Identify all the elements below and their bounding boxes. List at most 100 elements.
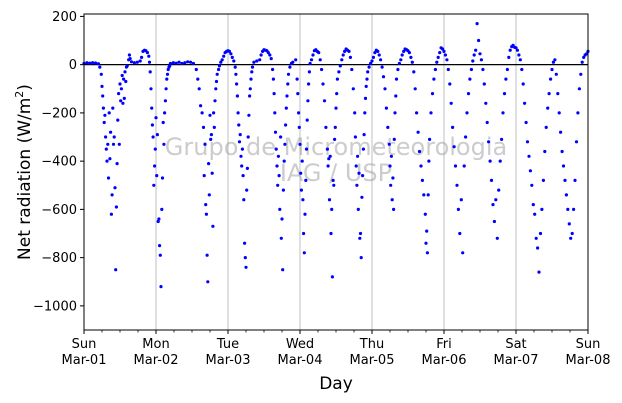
data-point-0-109 — [208, 113, 212, 117]
watermark-line-1: Grupo de Micrometeorologia — [165, 133, 507, 161]
data-point-0-140 — [239, 154, 243, 158]
data-point-0-73 — [159, 285, 163, 289]
data-point-0-376 — [508, 48, 512, 52]
data-point-0-112 — [210, 171, 214, 175]
data-point-0-239 — [335, 77, 339, 81]
data-point-0-362 — [488, 159, 492, 163]
data-point-0-48 — [132, 61, 136, 65]
data-point-0-81 — [165, 77, 169, 81]
data-point-0-351 — [472, 53, 476, 57]
data-point-0-35 — [119, 87, 123, 91]
data-point-0-312 — [420, 178, 424, 182]
data-point-0-1 — [85, 61, 89, 65]
data-point-0-146 — [243, 256, 247, 260]
data-point-0-415 — [564, 193, 569, 197]
data-point-0-76 — [161, 120, 165, 125]
data-point-0-399 — [541, 178, 546, 182]
data-point-0-188 — [285, 94, 289, 98]
data-point-0-179 — [279, 135, 283, 139]
data-point-0-197 — [297, 111, 301, 115]
data-point-0-201 — [299, 188, 303, 192]
data-point-0-178 — [278, 207, 282, 211]
data-point-0-9 — [101, 94, 105, 98]
data-point-0-238 — [335, 92, 339, 96]
y-axis-label-close: ) — [15, 84, 35, 91]
data-point-0-263 — [361, 147, 365, 151]
data-point-0-18 — [107, 111, 111, 115]
data-point-0-411 — [559, 130, 563, 134]
data-point-0-414 — [563, 178, 567, 182]
data-point-0-70 — [157, 217, 161, 221]
data-point-0-400 — [543, 149, 547, 154]
data-point-0-427 — [582, 55, 586, 60]
data-point-0-8 — [100, 84, 104, 88]
data-point-0-294 — [394, 77, 399, 81]
data-point-0-349 — [469, 67, 473, 72]
y-axis-label: Net radiation (W/m2) — [13, 84, 35, 260]
data-point-0-323 — [432, 77, 436, 81]
x-tick-weekday-2: Tue — [216, 337, 239, 352]
data-point-0-106 — [206, 280, 210, 284]
data-point-0-168 — [271, 67, 275, 72]
data-point-0-224 — [324, 125, 328, 129]
data-point-0-233 — [331, 178, 335, 182]
data-point-0-195 — [295, 77, 299, 81]
data-point-0-242 — [340, 58, 344, 62]
data-point-0-401 — [544, 125, 548, 129]
data-point-0-386 — [523, 101, 527, 105]
data-point-0-247 — [347, 49, 351, 54]
data-point-0-292 — [393, 111, 397, 115]
data-point-0-255 — [356, 154, 360, 158]
data-point-0-340 — [456, 207, 460, 211]
data-point-0-88 — [174, 61, 178, 65]
data-point-0-33 — [118, 82, 122, 86]
data-point-0-137 — [237, 123, 241, 127]
y-tick-label-4: −600 — [41, 203, 77, 218]
data-point-0-212 — [307, 70, 311, 74]
watermark-line-2: IAG / USP — [280, 159, 392, 187]
data-point-0-85 — [168, 64, 172, 68]
data-point-0-36 — [120, 73, 124, 78]
data-point-0-181 — [280, 217, 284, 221]
data-point-0-204 — [302, 231, 306, 236]
data-point-0-244 — [343, 49, 347, 54]
data-point-0-250 — [351, 87, 355, 91]
data-point-0-338 — [453, 164, 458, 168]
data-point-0-241 — [338, 64, 342, 68]
data-point-0-331 — [443, 53, 447, 57]
data-point-0-30 — [116, 118, 120, 122]
data-point-0-345 — [464, 135, 468, 139]
data-point-0-382 — [517, 53, 521, 57]
data-point-0-365 — [492, 219, 496, 224]
data-point-0-142 — [240, 147, 244, 151]
data-point-0-284 — [387, 142, 391, 146]
data-point-0-221 — [320, 67, 324, 72]
data-point-0-194 — [294, 58, 298, 62]
data-point-0-6 — [98, 65, 102, 69]
x-tick-weekday-1: Mon — [142, 337, 169, 352]
data-point-0-416 — [566, 207, 570, 211]
data-point-0-10 — [101, 106, 105, 110]
y-tick-label-3: −400 — [41, 155, 77, 170]
data-point-0-148 — [245, 188, 249, 192]
data-point-0-332 — [445, 58, 449, 62]
data-point-0-122 — [219, 60, 223, 64]
data-point-0-74 — [160, 207, 164, 211]
data-point-0-264 — [362, 133, 366, 137]
data-point-0-423 — [576, 111, 580, 115]
x-tick-date-6: Mar-07 — [494, 353, 539, 368]
x-tick-weekday-3: Wed — [286, 337, 314, 352]
data-point-0-128 — [227, 49, 231, 54]
data-point-0-93 — [189, 60, 193, 64]
data-point-0-27 — [114, 268, 118, 272]
data-point-0-152 — [248, 94, 252, 98]
data-point-0-111 — [209, 133, 213, 137]
data-point-0-403 — [547, 92, 551, 96]
data-point-0-214 — [309, 58, 314, 62]
data-point-0-280 — [381, 75, 386, 79]
data-point-0-374 — [505, 67, 509, 72]
data-point-0-153 — [248, 87, 252, 91]
data-point-0-277 — [377, 53, 381, 57]
data-point-0-352 — [474, 48, 478, 52]
